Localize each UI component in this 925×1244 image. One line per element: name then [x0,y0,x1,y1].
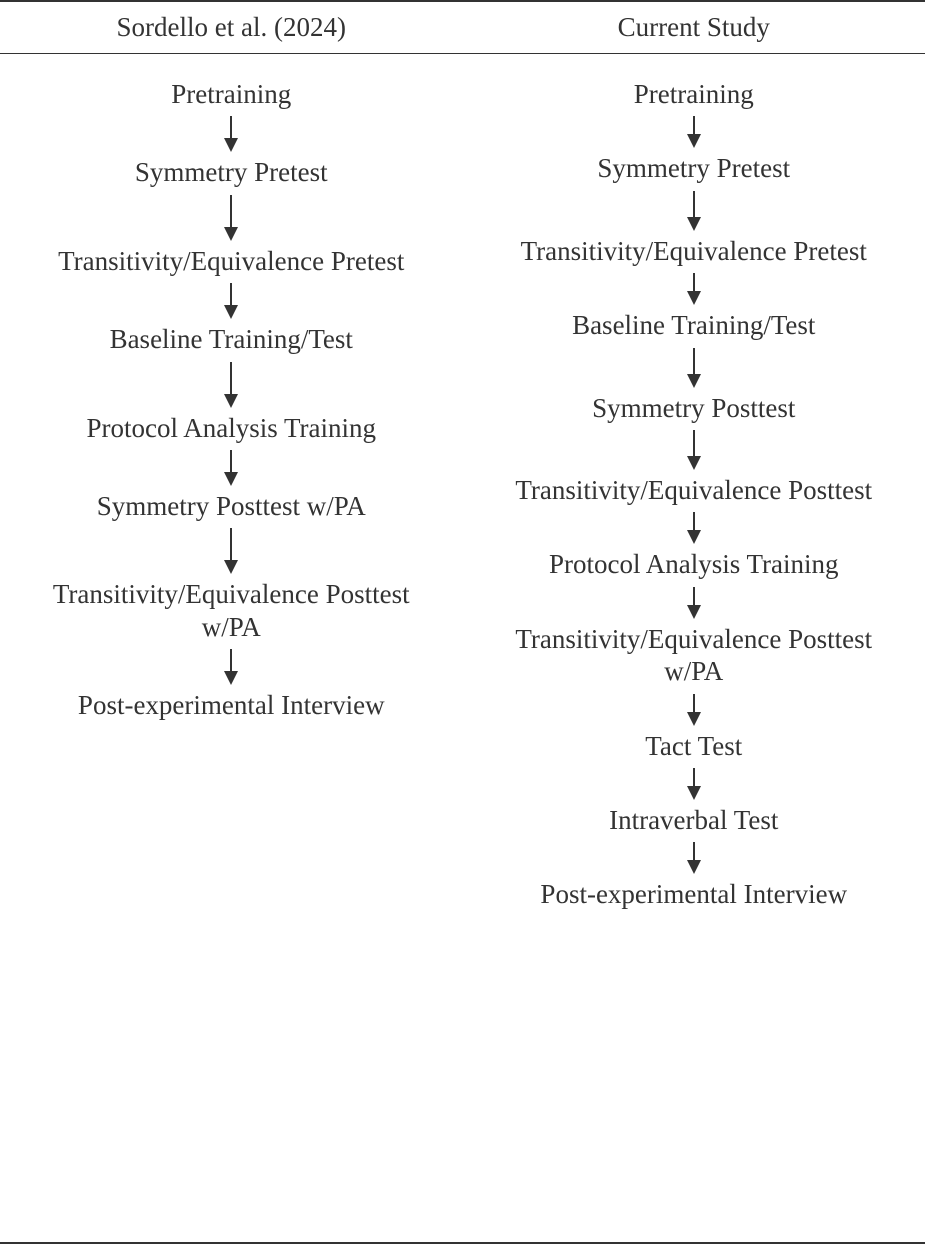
down-arrow-icon [684,273,704,305]
left-flow-column: Pretraining Symmetry Pretest Transitivit… [0,54,463,1242]
right-flow-column: Pretraining Symmetry Pretest Transitivit… [463,54,925,1242]
flow-step: Pretraining [159,78,303,110]
flow-step: Baseline Training/Test [560,309,827,341]
down-arrow-icon [221,362,241,408]
header-right: Current Study [463,2,925,53]
flow-step: Transitivity/Equivalence Pretest [509,235,879,267]
down-arrow-icon [684,116,704,148]
down-arrow-icon [221,283,241,319]
flow-step: Protocol Analysis Training [74,412,388,444]
header-left: Sordello et al. (2024) [0,2,463,53]
down-arrow-icon [684,348,704,388]
flow-step: Symmetry Posttest w/PA [85,490,378,522]
down-arrow-icon [221,528,241,574]
flow-step: Transitivity/Equivalence Posttestw/PA [503,623,884,688]
flow-step: Transitivity/Equivalence Posttestw/PA [41,578,422,643]
flow-step: Baseline Training/Test [98,323,365,355]
flow-step: Symmetry Pretest [123,156,340,188]
down-arrow-icon [684,768,704,800]
down-arrow-icon [221,450,241,486]
flow-step: Post-experimental Interview [66,689,397,721]
down-arrow-icon [684,430,704,470]
flow-step: Transitivity/Equivalence Pretest [46,245,416,277]
flowchart-columns: Pretraining Symmetry Pretest Transitivit… [0,54,925,1244]
flow-step: Protocol Analysis Training [537,548,851,580]
down-arrow-icon [684,842,704,874]
flow-step: Symmetry Posttest [580,392,807,424]
down-arrow-icon [221,649,241,685]
flow-step: Symmetry Pretest [585,152,802,184]
down-arrow-icon [684,587,704,619]
down-arrow-icon [684,694,704,726]
flow-step: Intraverbal Test [597,804,790,836]
down-arrow-icon [684,512,704,544]
down-arrow-icon [684,191,704,231]
flow-step: Tact Test [633,730,754,762]
flow-step: Pretraining [622,78,766,110]
down-arrow-icon [221,116,241,152]
table-header-row: Sordello et al. (2024) Current Study [0,0,925,54]
flow-step: Transitivity/Equivalence Posttest [503,474,884,506]
down-arrow-icon [221,195,241,241]
flow-step: Post-experimental Interview [528,878,859,910]
